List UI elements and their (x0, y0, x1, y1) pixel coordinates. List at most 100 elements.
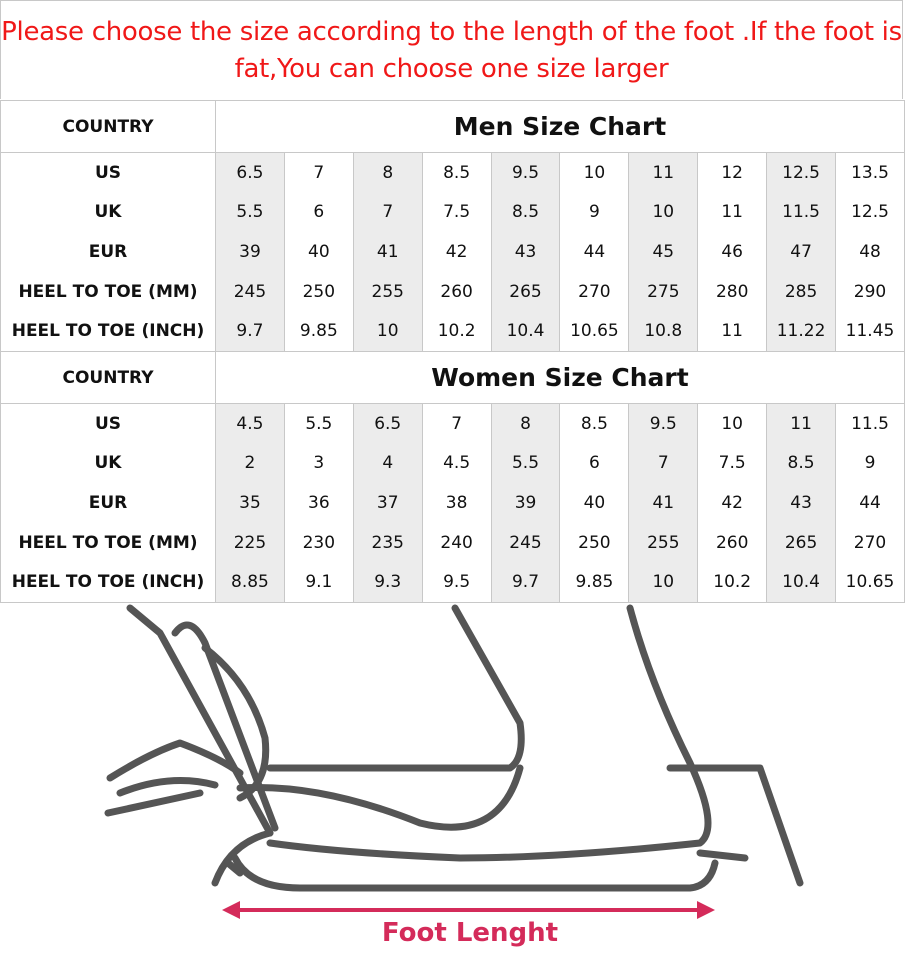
table-row: EUR 35 36 37 38 39 40 41 42 43 44 (0, 483, 905, 523)
size-cell: 44 (559, 232, 630, 272)
size-cell: 250 (559, 522, 630, 563)
size-cell: 9.1 (283, 562, 354, 603)
size-cell: 7 (283, 152, 354, 193)
size-cell: 6 (283, 192, 354, 233)
size-cell: 43 (490, 232, 561, 272)
size-cell: 265 (490, 271, 561, 312)
table-row: UK 5.5 6 7 7.5 8.5 9 10 11 11.5 12.5 (0, 192, 905, 233)
size-cell: 9.5 (628, 403, 699, 444)
size-cell: 5.5 (215, 192, 285, 233)
size-cell: 10 (628, 562, 699, 603)
size-cell: 11.22 (766, 311, 837, 352)
size-cell: 44 (835, 483, 905, 523)
size-cell: 9.3 (352, 562, 423, 603)
size-cell: 3 (283, 443, 354, 484)
size-cell: 270 (559, 271, 630, 312)
size-cell: 6.5 (352, 403, 423, 444)
size-cell: 10.8 (628, 311, 699, 352)
size-cell: 10 (352, 311, 423, 352)
table-row: UK 2 3 4 4.5 5.5 6 7 7.5 8.5 9 (0, 443, 905, 484)
row-label: EUR (0, 483, 216, 523)
size-cell: 265 (766, 522, 837, 563)
country-header: COUNTRY (0, 351, 216, 404)
size-cell: 10 (697, 403, 768, 444)
row-label: UK (0, 192, 216, 233)
size-cell: 39 (490, 483, 561, 523)
row-label: HEEL TO TOE (MM) (0, 271, 216, 312)
size-cell: 4.5 (421, 443, 492, 484)
men-size-table: COUNTRY Men Size Chart US 6.5 7 8 8.5 9.5 10 11 12… (0, 100, 905, 352)
size-cell: 4.5 (215, 403, 285, 444)
size-notice: Please choose the size according to the … (0, 0, 903, 99)
size-cell: 9.7 (215, 311, 285, 352)
size-cell: 46 (697, 232, 768, 272)
size-cell: 9.85 (559, 562, 630, 603)
table-row: US 4.5 5.5 6.5 7 8 8.5 9.5 10 11 11.5 (0, 403, 905, 444)
size-cell: 40 (283, 232, 354, 272)
size-cell: 7.5 (421, 192, 492, 233)
foot-measurement-illustration: Foot Lenght (104, 604, 804, 948)
size-cell: 235 (352, 522, 423, 563)
size-cell: 10.4 (490, 311, 561, 352)
table-header-row: COUNTRY Women Size Chart (0, 351, 905, 404)
size-cell: 250 (283, 271, 354, 312)
size-cell: 38 (421, 483, 492, 523)
size-cell: 290 (835, 271, 905, 312)
size-cell: 10.65 (559, 311, 630, 352)
size-cell: 255 (352, 271, 423, 312)
size-cell: 7 (628, 443, 699, 484)
size-cell: 5.5 (283, 403, 354, 444)
size-cell: 41 (352, 232, 423, 272)
size-cell: 8 (352, 152, 423, 193)
size-cell: 48 (835, 232, 905, 272)
chart-title: Men Size Chart (215, 100, 905, 153)
size-cell: 8.5 (559, 403, 630, 444)
size-cell: 8.5 (766, 443, 837, 484)
size-cell: 35 (215, 483, 285, 523)
table-row: HEEL TO TOE (INCH) 9.7 9.85 10 10.2 10.4 10.65… (0, 311, 905, 352)
size-cell: 8.5 (490, 192, 561, 233)
size-cell: 9 (559, 192, 630, 233)
size-cell: 36 (283, 483, 354, 523)
size-cell: 12.5 (835, 192, 905, 233)
size-cell: 9.5 (421, 562, 492, 603)
size-cell: 10.2 (697, 562, 768, 603)
size-cell: 11 (697, 311, 768, 352)
size-cell: 11 (697, 192, 768, 233)
size-cell: 11.5 (766, 192, 837, 233)
size-cell: 12 (697, 152, 768, 193)
size-cell: 39 (215, 232, 285, 272)
size-cell: 270 (835, 522, 905, 563)
size-cell: 6.5 (215, 152, 285, 193)
table-row: US 6.5 7 8 8.5 9.5 10 11 12 12.5 13.5 (0, 152, 905, 193)
size-cell: 255 (628, 522, 699, 563)
country-header: COUNTRY (0, 100, 216, 153)
size-cell: 37 (352, 483, 423, 523)
size-cell: 40 (559, 483, 630, 523)
size-cell: 10 (559, 152, 630, 193)
table-row: HEEL TO TOE (INCH) 8.85 9.1 9.3 9.5 9.7 9.85 10… (0, 562, 905, 603)
size-cell: 2 (215, 443, 285, 484)
size-cell: 225 (215, 522, 285, 563)
size-cell: 45 (628, 232, 699, 272)
size-cell: 4 (352, 443, 423, 484)
size-cell: 260 (421, 271, 492, 312)
size-cell: 41 (628, 483, 699, 523)
size-cell: 43 (766, 483, 837, 523)
row-label: HEEL TO TOE (INCH) (0, 311, 216, 352)
size-cell: 11 (628, 152, 699, 193)
size-cell: 47 (766, 232, 837, 272)
foot-drawing (104, 604, 804, 892)
size-cell: 280 (697, 271, 768, 312)
chart-title: Women Size Chart (215, 351, 905, 404)
size-cell: 230 (283, 522, 354, 563)
row-label: EUR (0, 232, 216, 272)
size-cell: 12.5 (766, 152, 837, 193)
size-cell: 9 (835, 443, 905, 484)
size-cell: 9.85 (283, 311, 354, 352)
size-cell: 10 (628, 192, 699, 233)
foot-length-caption: Foot Lenght (382, 918, 558, 948)
size-cell: 245 (490, 522, 561, 563)
foot-length-arrow (222, 901, 715, 919)
size-cell: 285 (766, 271, 837, 312)
